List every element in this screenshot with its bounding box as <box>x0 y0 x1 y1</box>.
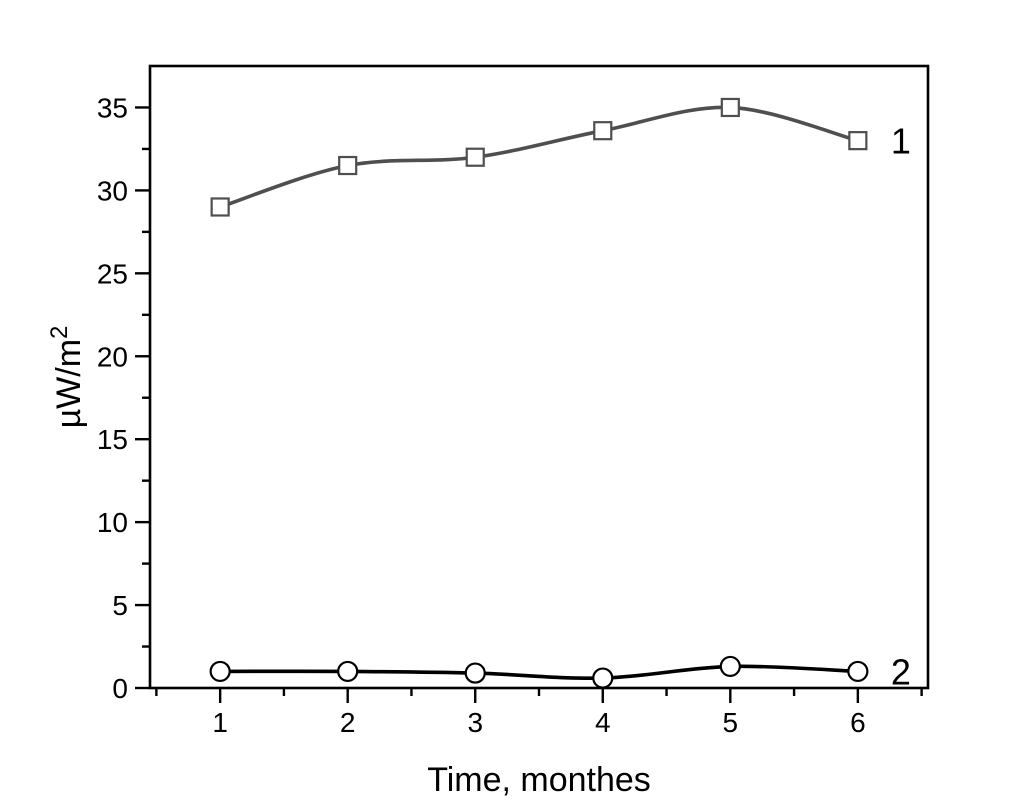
series-1-marker <box>210 197 230 217</box>
y-tick-label: 30 <box>97 175 128 206</box>
series-2-marker <box>847 660 869 683</box>
x-tick-label: 5 <box>723 707 739 738</box>
y-tick-label: 10 <box>97 507 128 538</box>
series-2-marker <box>464 662 486 684</box>
x-axis-label: Time, monthes <box>427 761 651 799</box>
x-tick-label: 3 <box>467 707 483 738</box>
series-1-marker <box>720 97 740 118</box>
y-axis-label-superscript: 2 <box>46 326 73 339</box>
series-1-label: 1 <box>891 121 911 162</box>
x-tick-label: 1 <box>212 707 228 738</box>
y-tick-label: 25 <box>97 258 128 289</box>
series-1-marker <box>593 121 613 141</box>
series-2-marker <box>337 660 359 683</box>
x-tick-label: 4 <box>595 707 611 738</box>
y-tick-label: 0 <box>112 673 128 704</box>
series-2-marker <box>592 667 614 689</box>
x-tick-label: 2 <box>340 707 356 738</box>
y-tick-label: 5 <box>112 590 128 621</box>
series-2-label: 2 <box>891 651 911 692</box>
x-tick-label: 6 <box>850 707 866 738</box>
y-axis-label: µW/m2 <box>46 326 88 429</box>
y-tick-label: 35 <box>97 92 128 123</box>
plot-frame <box>148 64 930 690</box>
series-2-marker <box>719 655 741 678</box>
y-axis-label-base: µW/m <box>50 339 88 428</box>
y-tick-label: 20 <box>97 341 128 372</box>
series-2-line <box>220 664 858 681</box>
series-1-marker <box>338 155 358 176</box>
chart-generated-content: 1 2 3 4 5 6 0 5 10 15 20 25 30 35 1 2 <box>97 64 930 738</box>
series-2-marker <box>209 660 231 683</box>
series-1-marker <box>848 131 868 151</box>
series-1-marker <box>465 147 485 167</box>
series-1-line <box>219 105 859 209</box>
y-tick-label: 15 <box>97 424 128 455</box>
